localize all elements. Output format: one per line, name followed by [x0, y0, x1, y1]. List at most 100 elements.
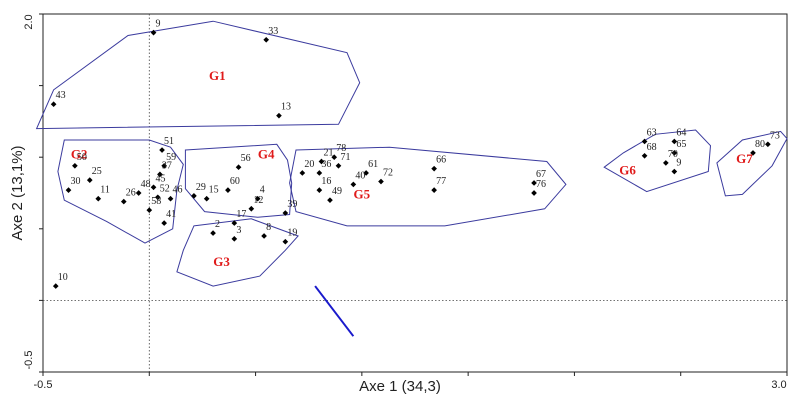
data-point	[531, 190, 537, 196]
data-point	[671, 168, 678, 175]
group-hull-g3	[176, 218, 299, 287]
data-point-label: 52	[160, 183, 170, 194]
data-point-label: 17	[236, 209, 246, 220]
data-point-label: 46	[173, 185, 183, 196]
group-label-g7: G7	[736, 151, 753, 166]
data-point-label: 20	[304, 159, 314, 170]
group-hull-g7	[716, 130, 788, 197]
data-point-label: 3	[236, 225, 241, 236]
data-point	[154, 194, 161, 201]
group-label-g3: G3	[213, 254, 230, 269]
direction-arrow	[314, 285, 355, 337]
group-label-g6: G6	[619, 162, 636, 177]
data-point-label: 16	[321, 176, 331, 187]
data-point-label: 10	[58, 272, 68, 283]
plot-frame	[42, 13, 788, 373]
data-point-label: 26	[126, 188, 136, 199]
data-point	[431, 187, 437, 193]
data-point-label: 51	[164, 136, 174, 147]
data-point-label: 64	[676, 127, 686, 138]
data-point-label: 58	[151, 196, 161, 207]
data-point	[65, 187, 72, 193]
data-point	[282, 210, 289, 216]
data-point-label: 72	[383, 168, 393, 179]
y-axis-label: Axe 2 (13,1%)	[9, 145, 26, 240]
group-label-g2: G2	[71, 147, 88, 162]
data-point	[331, 154, 338, 161]
data-point-label: 63	[647, 127, 657, 138]
data-point-label: 77	[436, 176, 446, 187]
data-point	[235, 164, 242, 171]
data-point	[431, 165, 437, 172]
data-point-label: 73	[770, 130, 780, 141]
data-point	[750, 150, 756, 156]
data-point	[254, 195, 261, 202]
data-point-label: 61	[368, 159, 378, 170]
data-point	[335, 162, 342, 169]
data-point	[191, 193, 197, 199]
data-point	[316, 170, 323, 176]
data-point-label: 76	[536, 179, 546, 190]
data-point	[248, 205, 255, 212]
data-point	[161, 162, 167, 169]
data-point-label: 33	[268, 26, 278, 37]
data-point-label: 45	[156, 173, 166, 184]
data-point	[72, 162, 78, 169]
y-tick-label: -0.5	[23, 351, 35, 370]
data-point	[167, 195, 174, 202]
data-point-label: 39	[287, 199, 297, 210]
y-tick-label: 2.0	[23, 14, 35, 29]
data-point	[363, 170, 369, 176]
data-point	[146, 207, 153, 214]
data-point-label: 29	[196, 182, 206, 193]
data-point-label: 70	[668, 149, 678, 160]
data-point	[282, 238, 289, 245]
data-point	[276, 112, 282, 119]
group-hull-g1	[35, 20, 361, 130]
data-point	[159, 147, 165, 153]
data-point-label: 65	[676, 139, 686, 150]
data-point	[50, 101, 57, 108]
group-label-g5: G5	[354, 187, 371, 202]
data-point-label: 48	[141, 179, 151, 190]
data-point	[231, 235, 238, 242]
data-point-label: 12	[253, 195, 263, 206]
data-point-label: 56	[241, 153, 251, 164]
data-point	[52, 283, 59, 289]
data-point	[225, 187, 231, 193]
data-point-label: 9	[156, 19, 161, 30]
data-point-label: 49	[332, 186, 342, 197]
data-point	[641, 138, 648, 145]
data-point	[210, 230, 216, 236]
data-point-label: 71	[340, 152, 350, 163]
x-tick-label: -0.5	[34, 379, 53, 391]
data-point-label: 19	[287, 228, 297, 239]
data-point	[327, 197, 333, 203]
data-point	[671, 150, 678, 156]
group-label-g1: G1	[209, 68, 226, 83]
data-point	[350, 181, 357, 188]
data-point-label: 80	[755, 139, 765, 150]
data-point	[157, 171, 163, 178]
data-point-label: 37	[162, 160, 172, 171]
x-tick-label: 3.0	[771, 379, 786, 391]
data-point-label: 36	[321, 159, 331, 170]
data-point-label: 2	[215, 219, 220, 230]
data-point	[86, 177, 93, 183]
data-point	[261, 233, 267, 239]
data-point-label: 68	[647, 142, 657, 153]
data-point-label: 8	[266, 222, 271, 233]
data-point	[161, 220, 167, 226]
data-point	[135, 190, 142, 196]
group-hull-g2	[57, 139, 184, 244]
data-point	[316, 187, 323, 193]
data-point	[203, 195, 210, 202]
data-point	[150, 184, 157, 191]
data-point-label: 40	[355, 170, 365, 181]
data-point	[299, 170, 306, 176]
data-point-label: 4	[260, 185, 265, 196]
data-point-label: 21	[323, 147, 333, 158]
data-point-label: 11	[100, 185, 110, 196]
group-hull-g5	[289, 146, 567, 227]
data-point-label: 25	[92, 166, 102, 177]
